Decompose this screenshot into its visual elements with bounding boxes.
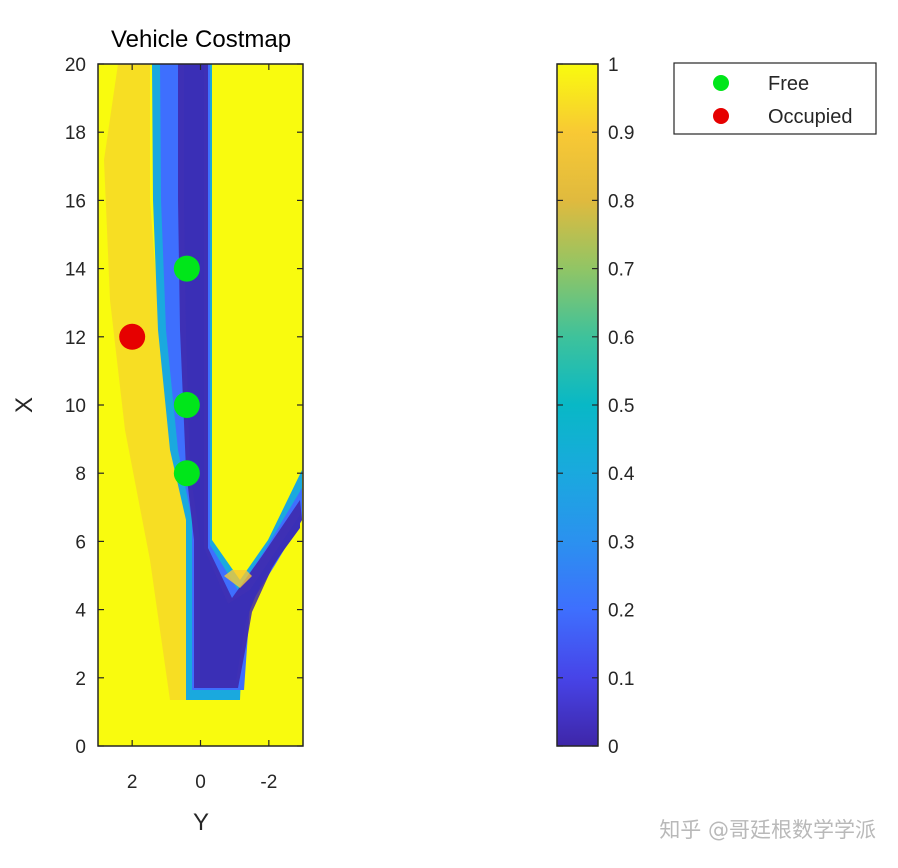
heatmap-notch: [224, 570, 252, 588]
y-tick-label: 10: [65, 396, 86, 417]
x-tick-label: 0: [195, 772, 206, 793]
colorbar-tick-label: 0.1: [608, 669, 634, 690]
legend: Free Occupied: [673, 62, 877, 135]
legend-free-marker: [713, 75, 729, 91]
colorbar-tick-label: 0.6: [608, 328, 634, 349]
y-tick-label: 20: [65, 55, 86, 76]
colorbar-tick-label: 0: [608, 737, 619, 758]
colorbar-tick-label: 0.4: [608, 464, 635, 485]
y-tick-label: 14: [65, 260, 87, 281]
y-axis-ticks: 0 2 4 6 8 10 12 14 16 18 20: [65, 55, 303, 758]
y-tick-label: 4: [75, 601, 86, 622]
y-tick-label: 8: [75, 464, 86, 485]
legend-box: [673, 62, 877, 135]
y-tick-label: 12: [65, 328, 86, 349]
x-tick-label: 2: [127, 772, 138, 793]
heatmap-free-core: [184, 64, 300, 680]
y-tick-label: 2: [75, 669, 86, 690]
y-axis-label: X: [11, 397, 38, 413]
free-point: [173, 460, 200, 487]
y-tick-label: 6: [75, 532, 86, 553]
colorbar-tick-label: 0.7: [608, 260, 634, 281]
x-axis-ticks: 2 0 -2: [127, 64, 277, 793]
legend-occupied-label: Occupied: [768, 106, 853, 128]
data-points: [119, 255, 200, 487]
colorbar-tick-label: 0.9: [608, 123, 634, 144]
x-axis-label: Y: [193, 809, 209, 836]
costmap-heatmap: [98, 64, 303, 746]
colorbar-tick-label: 0.2: [608, 601, 634, 622]
y-tick-label: 18: [65, 123, 86, 144]
y-tick-label: 0: [75, 737, 86, 758]
chart-title: Vehicle Costmap: [111, 26, 291, 53]
colorbar: [556, 63, 599, 747]
y-tick-label: 16: [65, 191, 86, 212]
watermark: 知乎 @哥廷根数学学派: [659, 818, 876, 842]
free-point: [173, 255, 200, 282]
colorbar-tick-label: 0.8: [608, 191, 634, 212]
colorbar-tick-label: 0.3: [608, 532, 634, 553]
colorbar-tick-label: 0.5: [608, 396, 634, 417]
x-tick-label: -2: [260, 772, 277, 793]
occupied-point: [119, 323, 146, 350]
legend-free-label: Free: [768, 73, 809, 95]
heatmap-fringe-left: [104, 64, 196, 700]
colorbar-tick-label: 1: [608, 55, 619, 76]
free-point: [173, 392, 200, 418]
legend-occupied-marker: [713, 108, 729, 124]
colorbar-ticks: 0 0.1 0.2 0.3 0.4 0.5 0.6 0.7 0.8 0.9 1: [557, 55, 635, 758]
